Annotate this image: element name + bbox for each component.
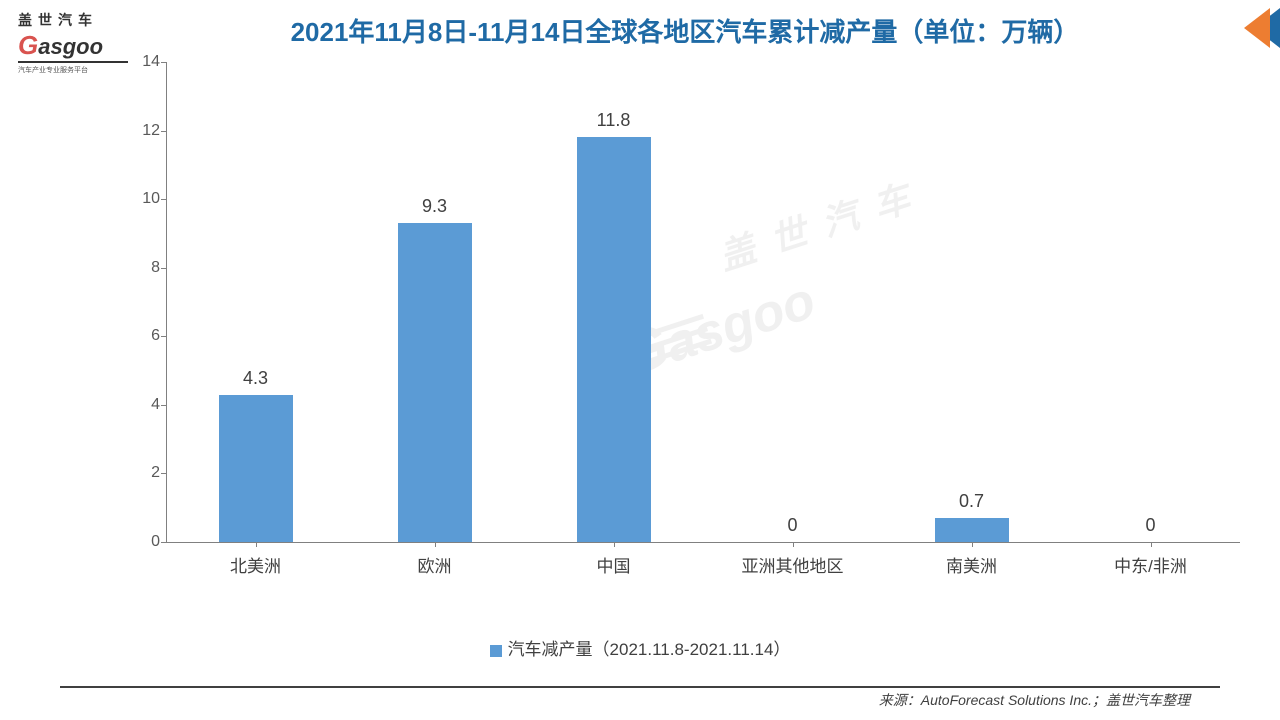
corner-arrow-icon — [1234, 8, 1280, 48]
y-tick-label: 0 — [130, 533, 160, 551]
chart-title: 2021年11月8日-11月14日全球各地区汽车累计减产量（单位：万辆） — [170, 12, 1200, 49]
source-text: 来源：AutoForecast Solutions Inc.；盖世汽车整理 — [879, 690, 1190, 710]
bar-value-label: 0.7 — [959, 491, 984, 512]
logo-subtitle: 汽车产业专业服务平台 — [18, 65, 128, 75]
y-tick-label: 2 — [130, 464, 160, 482]
y-tick-label: 10 — [130, 190, 160, 208]
bar-value-label: 0 — [787, 515, 797, 536]
bars-container: 4.3北美洲9.3欧洲11.8中国0亚洲其他地区0.7南美洲0中东/非洲 — [166, 62, 1240, 542]
y-tick-label: 8 — [130, 259, 160, 277]
bar-slot: 0.7南美洲 — [882, 62, 1061, 542]
bar-value-label: 9.3 — [422, 196, 447, 217]
legend: 汽车减产量（2021.11.8-2021.11.14） — [0, 635, 1280, 660]
bar — [398, 223, 472, 542]
category-label: 中东/非洲 — [1114, 552, 1187, 577]
plot-area: 盖世汽车 Gasgoo 4.3北美洲9.3欧洲11.8中国0亚洲其他地区0.7南… — [166, 62, 1240, 542]
bar — [219, 395, 293, 542]
logo-en-text: Gasgoo — [18, 30, 128, 63]
bar-value-label: 11.8 — [597, 110, 631, 131]
y-tick-label: 6 — [130, 327, 160, 345]
bar-slot: 0中东/非洲 — [1061, 62, 1240, 542]
x-axis-line — [166, 542, 1240, 543]
legend-label: 汽车减产量（2021.11.8-2021.11.14） — [508, 640, 791, 659]
bar — [577, 137, 651, 542]
bar-value-label: 0 — [1145, 515, 1155, 536]
bar-value-label: 4.3 — [243, 368, 268, 389]
bar-slot: 4.3北美洲 — [166, 62, 345, 542]
bar-slot: 9.3欧洲 — [345, 62, 524, 542]
bar-slot: 0亚洲其他地区 — [703, 62, 882, 542]
source-divider — [60, 686, 1220, 688]
y-tick-label: 14 — [130, 53, 160, 71]
category-label: 南美洲 — [946, 552, 997, 577]
category-label: 亚洲其他地区 — [742, 552, 844, 577]
category-label: 北美洲 — [230, 552, 281, 577]
logo-cn-text: 盖世汽车 — [18, 10, 128, 30]
bar-chart: 盖世汽车 Gasgoo 4.3北美洲9.3欧洲11.8中国0亚洲其他地区0.7南… — [130, 62, 1240, 592]
legend-swatch — [490, 645, 502, 657]
category-label: 中国 — [597, 552, 631, 577]
brand-logo: 盖世汽车 Gasgoo 汽车产业专业服务平台 — [18, 10, 128, 75]
bar — [935, 518, 1009, 542]
y-tick-label: 12 — [130, 122, 160, 140]
category-label: 欧洲 — [418, 552, 452, 577]
bar-slot: 11.8中国 — [524, 62, 703, 542]
y-tick-label: 4 — [130, 396, 160, 414]
slide-container: 盖世汽车 Gasgoo 汽车产业专业服务平台 2021年11月8日-11月14日… — [0, 0, 1280, 720]
